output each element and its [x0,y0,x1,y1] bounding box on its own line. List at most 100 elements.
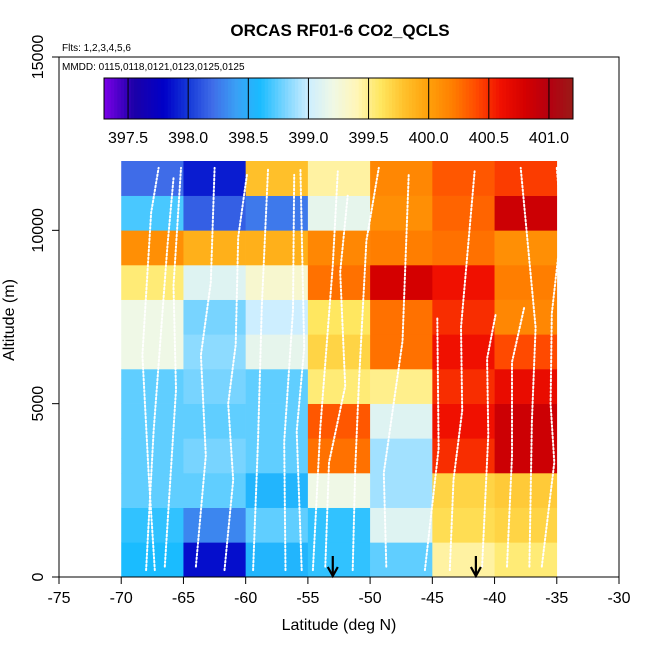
colorbar-swatch [489,78,493,119]
y-tick-label: 0 [30,572,47,581]
colorbar-swatch [552,78,557,119]
colorbar-frame [103,77,574,120]
colorbar-swatch [258,78,262,119]
y-axis: 0 5000 10000 15000 [30,35,59,581]
flight-track [324,194,349,568]
colorbar-swatch [298,78,303,119]
colorbar-swatch [449,78,453,119]
colorbar-swatch [288,78,292,119]
x-tick-label: -35 [545,590,568,607]
colorbar-swatch [194,78,199,119]
colorbar-swatch [201,78,205,119]
colorbar-swatch [422,78,426,119]
flight-track [163,166,182,568]
heatmap-cell [370,161,433,196]
flight-track [141,166,160,572]
flight-track [145,177,175,572]
colorbar-swatch [378,78,383,119]
colorbar-swatch [566,78,571,119]
plot-frame [58,56,620,578]
heatmap-cell [307,507,371,543]
x-tick-label: -75 [47,590,70,607]
colorbar-swatch [392,78,396,119]
colorbar-swatch [335,78,339,119]
colorbar-swatch [358,78,363,119]
colorbar-swatch [221,78,225,119]
colorbar-swatch [318,78,323,119]
colorbar-swatch [351,78,356,119]
heatmap-cell [307,299,371,335]
colorbar-swatch [164,78,169,119]
colorbar-swatch [171,78,175,119]
colorbar-swatch [130,78,135,119]
heatmap-cell [245,161,309,196]
y-axis-label: Altitude (m) [1,279,18,361]
colorbar-swatch [224,78,229,119]
flight-track [283,173,296,572]
heatmap-cell [370,507,433,543]
colorbar-swatch [234,78,239,119]
colorbar-tick-label: 400.0 [409,130,449,147]
x-axis: -75 -70 -65 -60 -55 -50 -45 -40 -35 -30 [47,577,631,607]
x-axis-label: Latitude (deg N) [282,617,397,634]
colorbar-swatch [107,78,112,119]
x-tick-label: -30 [607,590,630,607]
heatmap-cell [370,299,433,335]
x-tick-label: -70 [110,590,133,607]
colorbar-swatch [398,78,403,119]
colorbar-swatch [244,78,249,119]
colorbar-swatch [522,78,527,119]
colorbar-swatch [191,78,195,119]
colorbar-swatch [385,78,390,119]
colorbar-swatch [412,78,416,119]
colorbar-swatch [475,78,480,119]
colorbar-swatch [382,78,386,119]
colorbar-swatch [311,78,316,119]
colorbar-swatch [305,78,309,119]
heatmap-cell [307,438,371,474]
y-tick-label: 5000 [30,386,47,422]
colorbar-swatch [472,78,477,119]
heatmap-cell [183,265,246,300]
colorbar-swatch [526,78,530,119]
colorbar-swatch [542,78,547,119]
colorbar-swatch [499,78,504,119]
colorbar-swatch [294,78,299,119]
heatmap-cell [245,195,309,231]
x-tick-label: -50 [359,590,382,607]
heatmap-cell [307,403,371,439]
flight-track [481,312,497,568]
heatmap-cell [245,369,309,404]
heatmap-cell [307,195,371,231]
colorbar-tick-label: 398.5 [228,130,268,147]
colorbar-swatch [227,78,232,119]
colorbar-swatch [217,78,222,119]
x-tick-label: -65 [172,590,195,607]
colorbar-swatch [197,78,202,119]
heatmap-cell [121,473,184,508]
colorbar-swatch [274,78,279,119]
colorbar-swatch [204,78,209,119]
heatmap-cell [183,438,246,474]
colorbar-swatch [519,78,524,119]
heatmap-cell [432,369,495,404]
flights-note: Flts: 1,2,3,4,5,6 [62,43,131,54]
colorbar-swatch [361,78,366,119]
colorbar-tick-label: 398.0 [168,130,208,147]
heatmap-cell [183,542,246,577]
colorbar-swatch [532,78,537,119]
y-tick-label: 15000 [30,35,47,80]
colorbar-swatch [124,78,128,119]
flight-track [194,166,216,568]
heatmap-cell [432,403,495,439]
heatmap-cell [121,542,184,577]
colorbar-swatch [562,78,567,119]
colorbar-swatch [160,78,165,119]
heatmap-cell [183,369,246,404]
heatmap-cell [307,161,371,196]
heatmap-cell [370,369,433,404]
colorbar-swatch [134,78,138,119]
colorbar: 397.5 398.0 398.5 399.0 399.5 400.0 400.5 401.0 [103,77,574,147]
colorbar-swatch [368,78,373,119]
flight-track [382,173,410,568]
